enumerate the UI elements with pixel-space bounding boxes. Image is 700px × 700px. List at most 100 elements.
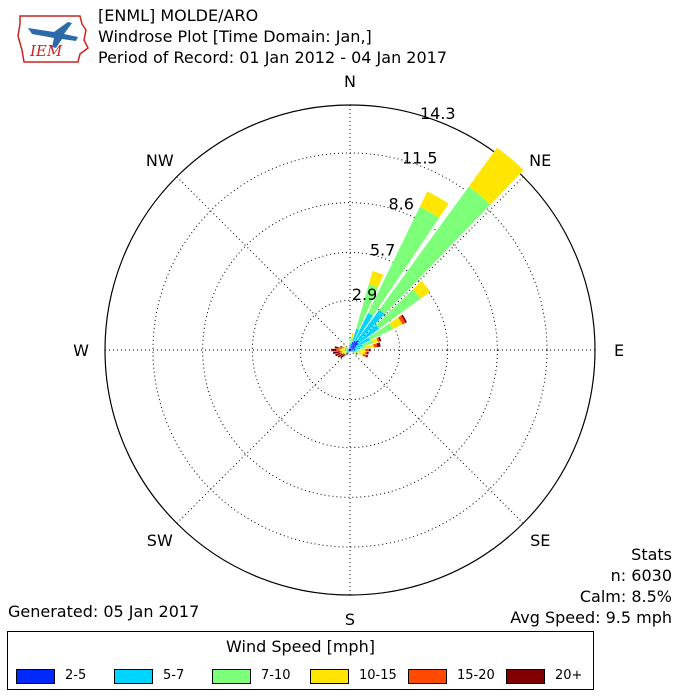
legend-label: 7-10 xyxy=(261,668,291,683)
radial-ring xyxy=(202,202,498,498)
windrose-bar-segment xyxy=(398,315,406,325)
windrose-bar-segment xyxy=(341,350,346,353)
iem-logo: IEM xyxy=(17,15,89,63)
windrose-bar-segment xyxy=(350,350,352,352)
stats-heading: Stats xyxy=(631,545,672,564)
windrose-bar-segment xyxy=(365,348,369,352)
windrose-bar-segment xyxy=(350,346,357,350)
windrose-bar-segment xyxy=(364,344,374,349)
windrose-bar-segment xyxy=(351,351,353,353)
radial-gridline xyxy=(349,176,524,351)
windrose-bar-segment xyxy=(368,323,394,341)
windrose-bar-segment xyxy=(350,350,354,351)
windrose-bar-segment xyxy=(347,351,349,353)
radial-gridline xyxy=(176,349,351,524)
windrose-bar-segment xyxy=(351,350,354,352)
windrose-bar-segment xyxy=(348,350,350,351)
compass-label: NE xyxy=(529,151,551,170)
windrose-bar-segment xyxy=(376,337,380,342)
windrose-bar-segment xyxy=(419,191,449,218)
compass-label: SE xyxy=(530,531,550,550)
windrose-bar-segment xyxy=(343,352,346,354)
windrose-bar-segment xyxy=(412,280,431,299)
windrose-bar-segment xyxy=(350,346,351,350)
windrose-bar-segment xyxy=(348,348,350,350)
windrose-bar-segment xyxy=(351,350,355,353)
windrose-bar-segment xyxy=(348,344,350,347)
windrose-bar-segment xyxy=(371,338,378,344)
windrose-bar-segment xyxy=(344,353,347,355)
windrose-bar-segment xyxy=(346,349,349,350)
windrose-bar-segment xyxy=(359,346,366,349)
windrose-bar-segment xyxy=(339,350,342,353)
windrose-bar-segment xyxy=(357,352,364,356)
windrose-bar-segment xyxy=(352,351,355,353)
plot-title: Windrose Plot [Time Domain: Jan,] xyxy=(98,27,372,46)
station-title: [ENML] MOLDE/ARO xyxy=(98,6,259,25)
windrose-bar-segment xyxy=(341,346,344,349)
windrose-bar-segment xyxy=(335,352,341,357)
stats-block: Stats n: 6030 Calm: 8.5% Avg Speed: 9.5 … xyxy=(510,544,672,628)
windrose-bar-segment xyxy=(346,350,349,351)
windrose-bar-segment xyxy=(368,270,384,288)
windrose-bar-segment xyxy=(345,347,347,350)
windrose-bar-segment xyxy=(356,350,361,353)
windrose-bar-segment xyxy=(339,349,345,351)
windrose-bar-segment xyxy=(354,347,361,350)
compass-label: SW xyxy=(147,531,173,550)
windrose-bar-segment xyxy=(375,289,421,329)
windrose-bar-segment xyxy=(350,340,359,350)
windrose-bar-segment xyxy=(348,349,350,350)
windrose-bar-segment xyxy=(366,351,369,355)
radial-ring xyxy=(299,299,401,401)
windrose-bar-segment xyxy=(359,351,366,354)
windrose-bar-segment xyxy=(350,348,356,350)
windrose-bar-segment xyxy=(348,348,350,350)
windrose-bar-segment xyxy=(347,351,349,353)
legend-label: 2-5 xyxy=(65,668,87,683)
windrose-bar-segment xyxy=(354,313,373,342)
windrose-bar-segment xyxy=(350,341,354,350)
radial-gridline xyxy=(176,176,351,351)
logo-text: IEM xyxy=(29,42,63,60)
windrose-bar-segment xyxy=(354,351,359,354)
windrose-bar-segment xyxy=(334,346,339,349)
windrose-bar-segment xyxy=(348,346,350,349)
windrose-bar-segment xyxy=(357,309,385,342)
windrose-bar-segment xyxy=(345,352,348,354)
windrose-bar-segment xyxy=(349,350,350,352)
airplane-icon xyxy=(28,22,78,48)
windrose-bar-segment xyxy=(348,350,350,352)
windrose-bar-segment xyxy=(348,350,350,351)
windrose-bar-segment xyxy=(342,353,345,355)
windrose-bar-segment xyxy=(344,349,347,351)
windrose-bar-segment xyxy=(354,344,364,349)
windrose-bar-segment xyxy=(348,349,350,350)
windrose-bar-segment xyxy=(349,348,350,350)
compass-label: E xyxy=(614,341,624,360)
windrose-bar-segment xyxy=(346,350,349,352)
legend-label: 20+ xyxy=(555,668,583,683)
windrose-bar-segment xyxy=(345,350,347,353)
windrose-bar-segment xyxy=(343,346,346,348)
windrose-bar-segment xyxy=(349,346,350,349)
windrose-bar-segment xyxy=(347,352,349,355)
windrose-bar-segment xyxy=(350,342,359,350)
windrose-bar-segment xyxy=(362,340,374,347)
windrose-bar-segment xyxy=(365,354,369,358)
windrose-bar-segment xyxy=(350,340,356,350)
windrose-bar-segment xyxy=(355,353,358,355)
legend-label: 10-15 xyxy=(359,668,397,683)
windrose-bar-segment xyxy=(350,350,352,352)
windrose-bar-segment xyxy=(350,350,351,352)
windrose-bar-segment xyxy=(355,337,371,347)
windrose-bar-segment xyxy=(345,347,348,349)
radial-ring xyxy=(152,152,548,548)
radial-tick-label: 11.5 xyxy=(402,148,438,167)
windrose-bar-segment xyxy=(350,350,352,351)
windrose-bar-segment xyxy=(379,186,491,315)
windrose-bar-segment xyxy=(350,338,353,344)
windrose-bar-segment xyxy=(345,352,348,356)
title-block: [ENML] MOLDE/ARO Windrose Plot [Time Dom… xyxy=(98,5,447,68)
windrose-bar-segment xyxy=(349,338,351,344)
